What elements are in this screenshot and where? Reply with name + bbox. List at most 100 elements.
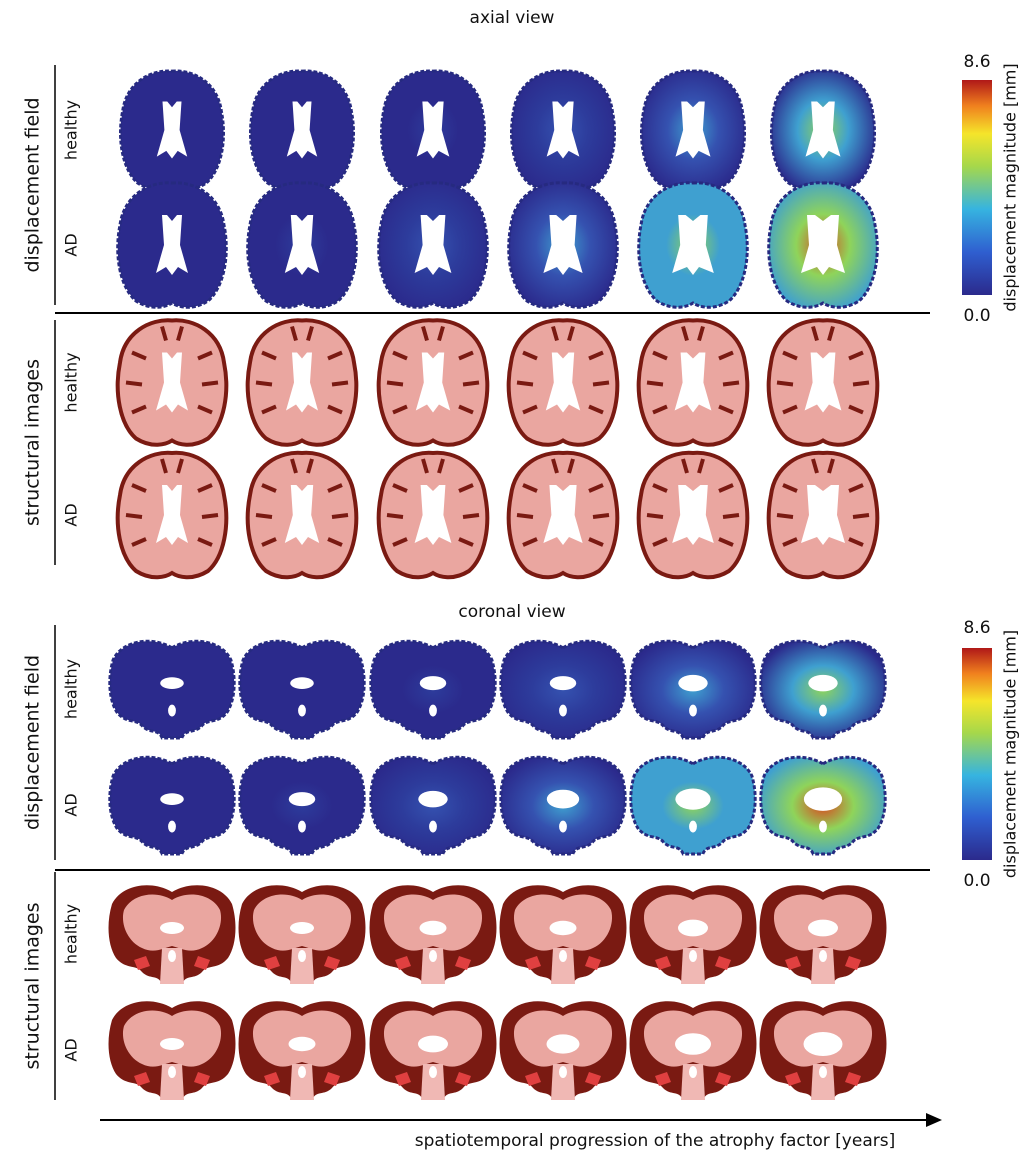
colorbar-max: 8.6 xyxy=(963,618,990,638)
group-label: displacement field xyxy=(22,97,44,272)
ventricle xyxy=(675,789,710,810)
brain-axial xyxy=(639,183,748,307)
brain-coronal xyxy=(761,641,885,738)
brain-coronal xyxy=(760,1001,887,1100)
ventricle-small xyxy=(819,705,827,717)
row-label: healthy xyxy=(62,352,81,412)
brain-coronal xyxy=(370,885,497,984)
ventricle-small xyxy=(429,1066,437,1078)
brain-coronal xyxy=(240,641,364,738)
brain-axial xyxy=(771,71,874,189)
brain-axial xyxy=(250,71,353,189)
arrow-head xyxy=(926,1113,942,1127)
brain-axial xyxy=(118,183,227,307)
brain-coronal xyxy=(631,757,755,854)
brain-coronal xyxy=(371,757,495,854)
ventricle-small xyxy=(168,821,176,833)
brain-axial xyxy=(379,320,488,444)
brain-axial xyxy=(639,453,748,577)
row-label: healthy xyxy=(62,100,81,160)
footer-label: spatiotemporal progression of the atroph… xyxy=(415,1131,895,1151)
colorbar-max: 8.6 xyxy=(963,52,990,72)
ventricle-small xyxy=(298,705,306,717)
brain-axial xyxy=(769,183,878,307)
ventricle xyxy=(678,920,708,937)
ventricle xyxy=(160,793,184,805)
ventricle xyxy=(420,676,446,690)
ventricle xyxy=(160,677,184,689)
brain-coronal xyxy=(240,757,364,854)
ventricle xyxy=(804,787,842,811)
ventricle xyxy=(550,676,576,690)
brain-axial xyxy=(769,320,878,444)
brain-tissue xyxy=(110,757,234,854)
brain-coronal xyxy=(761,757,885,854)
ventricle xyxy=(418,791,447,807)
brain-axial xyxy=(509,183,618,307)
ventricle-small xyxy=(689,821,697,833)
row-label: AD xyxy=(62,793,81,816)
ventricle-small xyxy=(559,821,567,833)
ventricle-small xyxy=(298,950,306,962)
colorbar-min: 0.0 xyxy=(963,306,990,326)
brain-coronal xyxy=(109,885,236,984)
brain-coronal xyxy=(370,1001,497,1100)
ventricle xyxy=(418,1036,448,1053)
row-label: healthy xyxy=(62,904,81,964)
brain-axial xyxy=(641,71,744,189)
ventricle xyxy=(550,921,577,935)
ventricle-small xyxy=(819,950,827,962)
brain-axial xyxy=(509,453,618,577)
brain-axial xyxy=(639,320,748,444)
colorbar-label: displacement magnitude [mm] xyxy=(1001,630,1020,878)
figure: spatiotemporal progression of the atroph… xyxy=(0,0,1025,1155)
ventricle xyxy=(289,1037,316,1051)
brain-coronal xyxy=(371,641,495,738)
row-label: AD xyxy=(62,503,81,526)
brain-axial xyxy=(118,453,227,577)
ventricle xyxy=(808,675,837,691)
brain-coronal xyxy=(760,885,887,984)
brain-axial xyxy=(381,71,484,189)
brain-coronal xyxy=(110,641,234,738)
ventricle-small xyxy=(168,705,176,717)
ventricle-small xyxy=(429,821,437,833)
brain-tissue xyxy=(110,641,234,738)
ventricle-small xyxy=(689,950,697,962)
brain-axial xyxy=(379,183,488,307)
brain-coronal xyxy=(110,757,234,854)
brain-axial xyxy=(769,453,878,577)
brain-coronal xyxy=(109,1001,236,1100)
brain-coronal xyxy=(631,641,755,738)
row-label: AD xyxy=(62,233,81,256)
ventricle-small xyxy=(168,950,176,962)
colorbar-label: displacement magnitude [mm] xyxy=(1001,63,1020,311)
brain-coronal xyxy=(501,757,625,854)
ventricle-small xyxy=(559,950,567,962)
colorbar xyxy=(962,80,992,295)
ventricle-small xyxy=(689,1066,697,1078)
row-label: healthy xyxy=(62,659,81,719)
group-label: structural images xyxy=(22,359,44,526)
brain-coronal xyxy=(500,885,627,984)
ventricle xyxy=(160,1038,184,1050)
ventricle xyxy=(290,922,314,934)
brain-coronal xyxy=(239,885,366,984)
brain-axial xyxy=(248,320,357,444)
brain-axial xyxy=(118,320,227,444)
ventricle xyxy=(289,792,315,806)
ventricle xyxy=(160,922,184,934)
brain-coronal xyxy=(500,1001,627,1100)
brain-coronal xyxy=(630,885,757,984)
brain-axial xyxy=(248,183,357,307)
ventricle-small xyxy=(819,1066,827,1078)
ventricle xyxy=(678,675,707,691)
ventricle-small xyxy=(168,1066,176,1078)
view-title: axial view xyxy=(470,8,555,28)
ventricle xyxy=(675,1033,711,1055)
ventricle xyxy=(804,1032,843,1056)
brain-coronal xyxy=(501,641,625,738)
ventricle-small xyxy=(429,705,437,717)
ventricle-small xyxy=(689,705,697,717)
ventricle-small xyxy=(429,950,437,962)
